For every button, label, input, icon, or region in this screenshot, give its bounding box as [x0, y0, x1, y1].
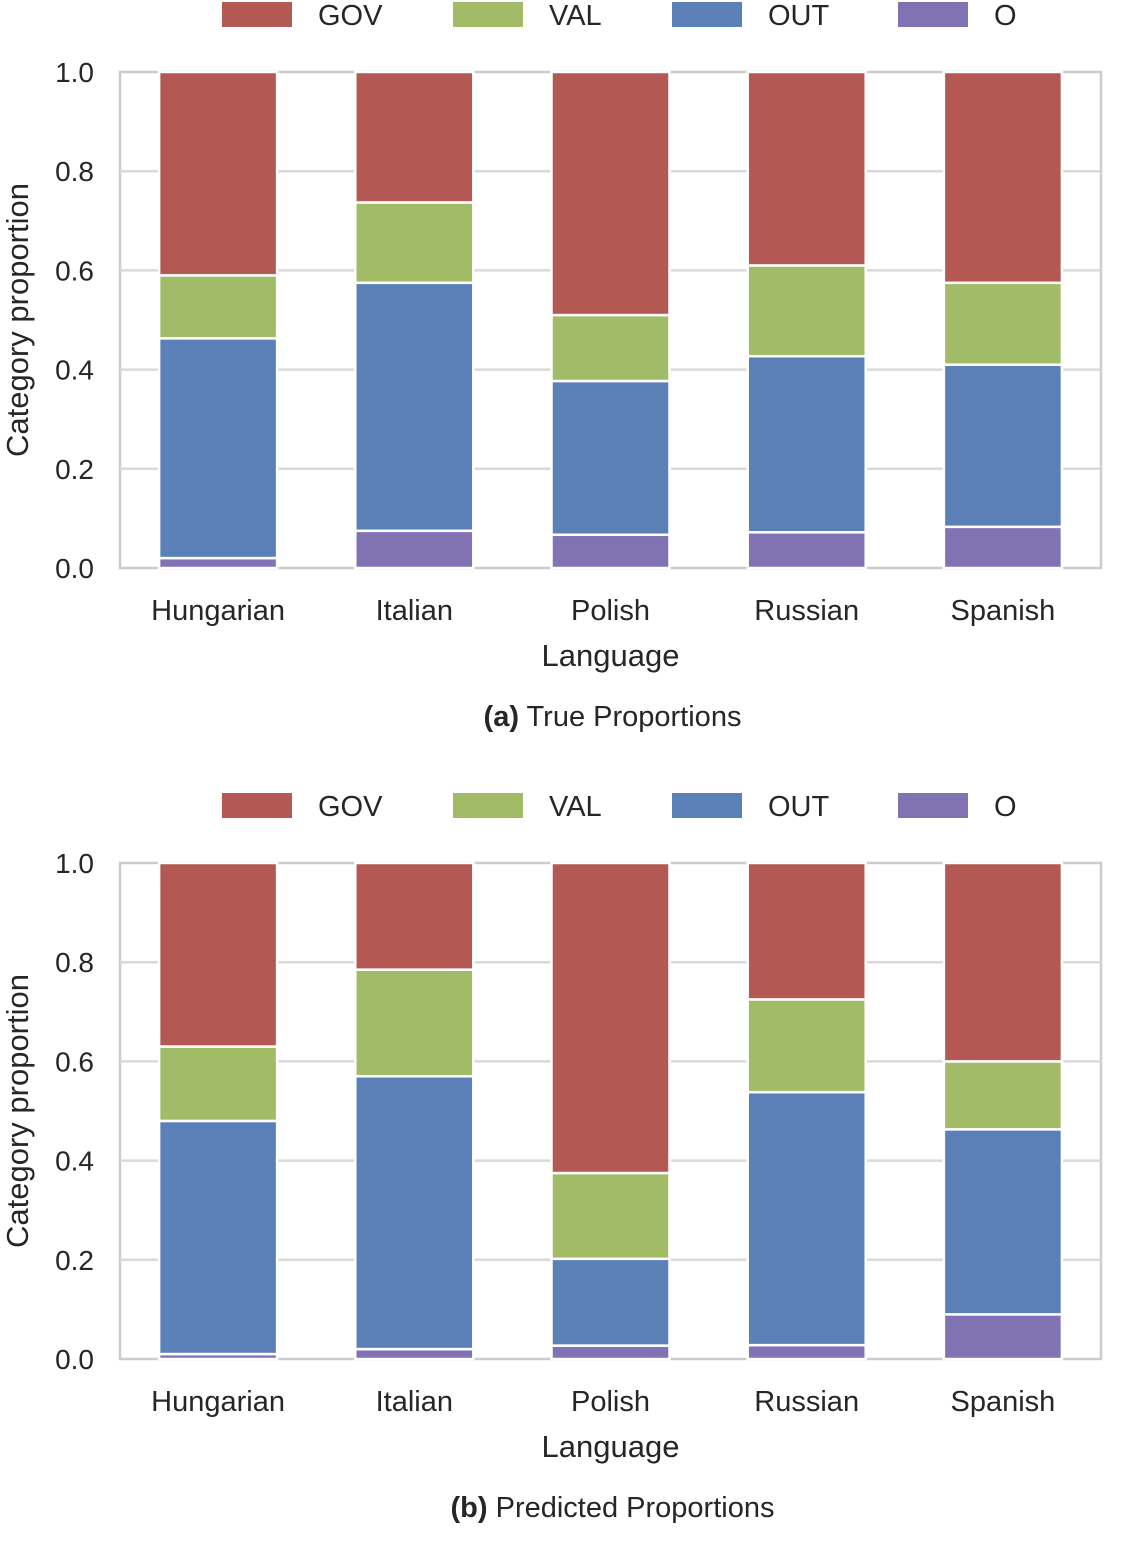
bar-o-russian [746, 1343, 867, 1361]
x-tick-label: Russian [754, 595, 859, 627]
bar-val-polish [550, 313, 671, 383]
bar-gov-hungarian [157, 861, 279, 1048]
bar-out-italian [354, 281, 475, 533]
bar-val-italian [354, 968, 475, 1078]
bar-o-polish [550, 1344, 671, 1361]
bar-o-spanish [942, 525, 1064, 570]
legend-label-gov: GOV [318, 791, 383, 823]
caption-panel-label: (a) [484, 701, 519, 733]
bar-out-polish [550, 379, 671, 537]
bar-out-spanish [942, 363, 1064, 529]
bar-val-russian [746, 998, 867, 1094]
y-axis-label: Category proportion [0, 974, 35, 1248]
chart-panel-predicted: 0.0 0.2 0.4 0.6 0.8 1.0 Hungarian Italian Polish… [0, 791, 1124, 1551]
x-tick-label: Hungarian [151, 595, 285, 627]
y-tick-label: 0.4 [55, 355, 94, 386]
bar-gov-spanish [942, 861, 1064, 1063]
bar-gov-italian [354, 70, 475, 204]
bar-o-russian [746, 531, 867, 570]
legend-swatch-gov [222, 2, 292, 27]
y-tick-label: 0.0 [55, 1344, 94, 1375]
legend-swatch-gov [222, 793, 292, 818]
bar-out-russian [746, 354, 867, 534]
x-tick-label: Italian [376, 1386, 453, 1418]
y-tick-label: 0.4 [55, 1146, 94, 1177]
bar-out-hungarian [157, 337, 279, 560]
legend-swatch-out [672, 2, 742, 27]
bar-o-polish [550, 533, 671, 570]
bar-val-spanish [942, 1060, 1064, 1131]
legend-swatch-o [898, 793, 968, 818]
x-tick-label: Spanish [950, 595, 1055, 627]
bar-o-hungarian [157, 556, 279, 570]
bar-val-hungarian [157, 1045, 279, 1123]
bar-out-hungarian [157, 1119, 279, 1356]
legend-label-gov: GOV [318, 0, 383, 32]
bar-gov-polish [550, 861, 671, 1175]
caption-text: True Proportions [519, 701, 741, 733]
legend-swatch-val [453, 2, 523, 27]
legend-label-out: OUT [768, 0, 830, 32]
bar-out-italian [354, 1075, 475, 1351]
bar-gov-russian [746, 70, 867, 267]
bar-gov-russian [746, 861, 867, 1001]
bar-out-russian [746, 1090, 867, 1347]
caption-text: Predicted Proportions [488, 1492, 775, 1524]
bar-gov-polish [550, 70, 671, 317]
caption-panel-label: (b) [451, 1492, 488, 1524]
legend-label-val: VAL [549, 0, 602, 32]
bar-val-spanish [942, 281, 1064, 366]
legend-label-out: OUT [768, 791, 830, 823]
y-tick-label: 0.2 [55, 454, 94, 485]
x-axis-label: Language [542, 1429, 680, 1464]
legend-swatch-o [898, 2, 968, 27]
x-tick-label: Polish [571, 595, 650, 627]
bar-o-italian [354, 1347, 475, 1361]
bar-o-italian [354, 529, 475, 570]
bar-o-spanish [942, 1313, 1064, 1361]
y-tick-label: 0.2 [55, 1245, 94, 1276]
legend-swatch-out [672, 793, 742, 818]
bar-val-italian [354, 201, 475, 285]
figure-caption: (a) True Proportions [484, 701, 742, 733]
legend-swatch-val [453, 793, 523, 818]
y-tick-label: 0.6 [55, 255, 94, 286]
y-tick-label: 0.0 [55, 553, 94, 584]
x-tick-label: Russian [754, 1386, 859, 1418]
figure-caption: (b) Predicted Proportions [451, 1492, 775, 1524]
bar-gov-hungarian [157, 70, 279, 277]
y-tick-label: 0.8 [55, 156, 94, 187]
stacked-bar-chart-true: 0.0 0.2 0.4 0.6 0.8 1.0 Hungarian Italian Polish… [0, 0, 1103, 733]
y-tick-label: 1.0 [55, 848, 94, 879]
stacked-bar-chart-predicted: 0.0 0.2 0.4 0.6 0.8 1.0 Hungarian Italian Polish… [0, 791, 1103, 1524]
y-tick-label: 0.6 [55, 1046, 94, 1077]
x-tick-label: Spanish [950, 1386, 1055, 1418]
bar-gov-spanish [942, 70, 1064, 285]
bar-gov-italian [354, 861, 475, 971]
bar-val-russian [746, 264, 867, 358]
legend-label-o: O [994, 791, 1017, 823]
x-axis-label: Language [542, 638, 680, 673]
bar-val-hungarian [157, 274, 279, 340]
y-tick-label: 0.8 [55, 947, 94, 978]
bar-val-polish [550, 1171, 671, 1261]
x-tick-label: Hungarian [151, 1386, 285, 1418]
legend-label-val: VAL [549, 791, 602, 823]
chart-panel-true: 0.0 0.2 0.4 0.6 0.8 1.0 Hungarian Italian Polish… [0, 0, 1124, 760]
legend-label-o: O [994, 0, 1017, 32]
x-tick-label: Polish [571, 1386, 650, 1418]
x-tick-label: Italian [376, 595, 453, 627]
bar-out-spanish [942, 1128, 1064, 1316]
y-axis-label: Category proportion [0, 183, 35, 457]
y-tick-label: 1.0 [55, 57, 94, 88]
bar-out-polish [550, 1257, 671, 1347]
